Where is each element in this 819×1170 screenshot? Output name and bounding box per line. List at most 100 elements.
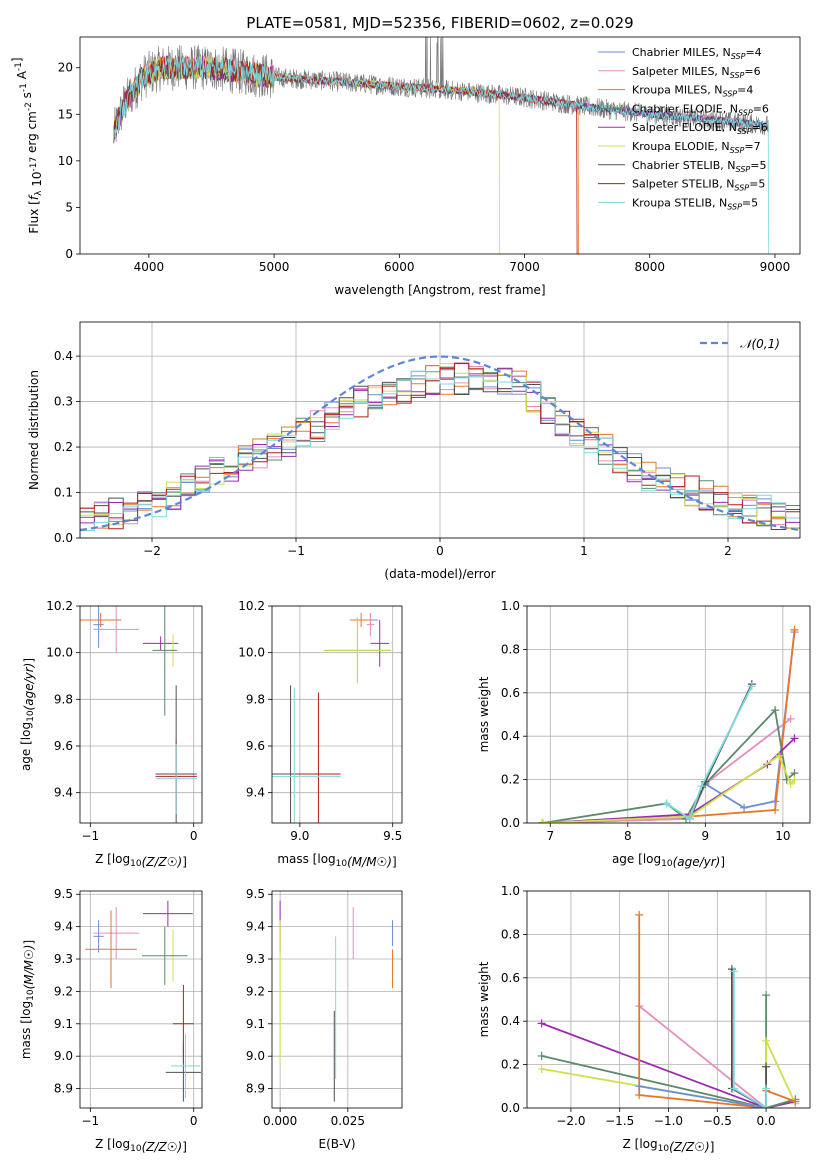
x-tick-label-3: 7000 [509,260,540,274]
weight-marker-7-0 [729,967,738,976]
x-axis-label: age [log10(age/yr)] [612,852,725,869]
weight-marker-4-1 [635,1090,644,1099]
errorbar-point-3 [370,620,389,667]
x-tick-label-1: 0.025 [331,1114,365,1128]
weight-line-3 [542,708,796,823]
weight-line-1 [541,995,796,1108]
axes-frame [79,36,801,255]
x-tick-label-3: 10 [775,829,790,843]
x-axis-label: (data-model)/error [384,567,495,581]
axes-frame [79,321,801,539]
plot-area [279,900,394,1102]
weight-marker-5-2 [774,751,783,760]
age-vs-mass-panel: 9.0 9.5 9.4 9.6 9.8 10.0 10.2 mass [log10(M/M☉)… [238,599,403,869]
weight-line-5 [542,754,796,823]
x-axis-label: mass [log10(M/M☉)] [277,852,396,869]
y-tick-label-4: 10.2 [46,599,73,613]
y-tick-label-0: 9.4 [54,786,73,800]
figure-title: PLATE=0581, MJD=52356, FIBERID=0602, z=0… [246,14,633,32]
y-tick-label-3: 10.0 [46,646,73,660]
mass-vs-z-panel: −1 0 8.9 9.0 9.1 9.2 9.3 9.4 9.5 Z [log10(Z/Z☉)] m… [19,887,203,1154]
weight-marker-7-3 [762,1084,771,1093]
x-tick-label-1: −1 [287,544,305,558]
axes-frame [79,605,203,824]
y-tick-label-3: 10.0 [238,646,265,660]
plot-area [113,37,770,254]
weight-marker-7-1 [729,1084,738,1093]
x-tick-label-0: 0.000 [263,1114,297,1128]
weight-marker-7-1 [685,814,694,823]
x-tick-label-1: 5000 [259,260,290,274]
x-tick-label-5: 9000 [760,260,791,274]
y-tick-label-4: 10.2 [238,599,265,613]
y-axis-label: mass [log10(M/M☉)] [19,940,36,1059]
errorbar-point-1 [350,613,373,627]
weight-marker-2-2 [771,805,780,814]
weight-marker-1-2 [762,991,771,1000]
weight-marker-3-4 [771,706,780,715]
y-tick-label-0: 0.0 [501,816,520,830]
spectrum-model-8 [113,55,770,254]
y-tick-label-5: 9.4 [246,920,265,934]
y-tick-label-3: 15 [58,107,73,121]
y-axis-label: Flux [fλ 10-17 erg cm-2 s-1 A-1] [10,57,44,233]
y-tick-label-2: 9.8 [246,692,265,706]
y-tick-label-1: 0.2 [501,1058,520,1072]
y-tick-label-5: 9.4 [54,920,73,934]
legend-label: 𝒩(0,1) [740,337,780,351]
y-axis-label: mass weight [477,676,491,752]
y-tick-label-3: 0.6 [501,971,520,985]
legend-label-3: Chabrier ELODIE, NSSP=6 [632,102,769,117]
x-tick-label-1: 0 [190,1114,198,1128]
residual-histogram-8 [80,370,800,538]
y-tick-label-4: 0.8 [501,927,520,941]
errorbar-point-8 [272,687,341,823]
y-tick-label-4: 0.8 [501,642,520,656]
x-tick-label-1: −1.5 [605,1114,634,1128]
y-tick-label-3: 9.2 [246,984,265,998]
x-axis-label: Z [log10(Z/Z☉)] [623,1137,715,1154]
y-axis-label: Normed distribution [27,370,41,490]
x-tick-label-4: 8000 [634,260,665,274]
legend-label-2: Kroupa MILES, NSSP=4 [632,84,753,99]
y-tick-label-3: 0.3 [54,395,73,409]
axes-frame [526,605,811,824]
y-axis-label: age [log10(age/yr)] [19,658,36,771]
mass-vs-ebv-panel: 0.000 0.025 8.9 9.0 9.1 9.2 9.3 9.4 9.5 E(B-V) [246,887,403,1151]
y-tick-label-0: 0.0 [54,531,73,545]
y-tick-label-3: 9.2 [54,984,73,998]
weight-marker-2-0 [537,1064,546,1073]
spectrum-model-7 [113,56,578,254]
legend-label-5: Kroupa ELODIE, NSSP=7 [632,140,761,155]
plot-area [80,355,800,538]
weight-marker-0-3 [740,803,749,812]
plot-area [537,910,800,1108]
x-tick-label-2: 6000 [384,260,415,274]
x-tick-label-0: −1 [81,829,99,843]
y-tick-label-1: 9.6 [246,739,265,753]
weight-marker-5-0 [538,819,547,823]
plot-area [272,613,391,823]
y-tick-label-3: 0.6 [501,686,520,700]
weight-line-0 [541,1022,796,1108]
spectrum-panel: 4000 5000 6000 7000 8000 9000 0 5 10 15 20 waveleng… [10,36,801,297]
y-tick-label-2: 9.1 [246,1017,265,1031]
y-tick-label-4: 9.3 [246,952,265,966]
weight-marker-0-0 [537,1019,546,1028]
legend: Chabrier MILES, NSSP=4 Salpeter MILES, NS… [598,46,769,211]
y-tick-label-0: 8.9 [246,1082,265,1096]
errorbar-point-5 [142,926,188,985]
weight-marker-1-0 [537,1051,546,1060]
errorbar-point-3 [143,900,193,927]
weight-marker-7-0 [662,799,671,808]
errorbar-point-1 [93,907,139,960]
weight-vs-age-panel: 7 8 9 10 0.0 0.2 0.4 0.6 0.8 1.0 age [log10(age/yr… [477,599,811,869]
x-axis-label: Z [log10(Z/Z☉)] [95,1137,187,1154]
weight-line-3 [638,1005,767,1108]
x-tick-label-1: 8 [624,829,632,843]
weight-line-0 [542,631,796,823]
weight-line-4 [542,737,796,823]
x-tick-label-0: 7 [546,829,554,843]
x-tick-label-4: 2 [724,544,732,558]
x-tick-label-2: 9 [702,829,710,843]
